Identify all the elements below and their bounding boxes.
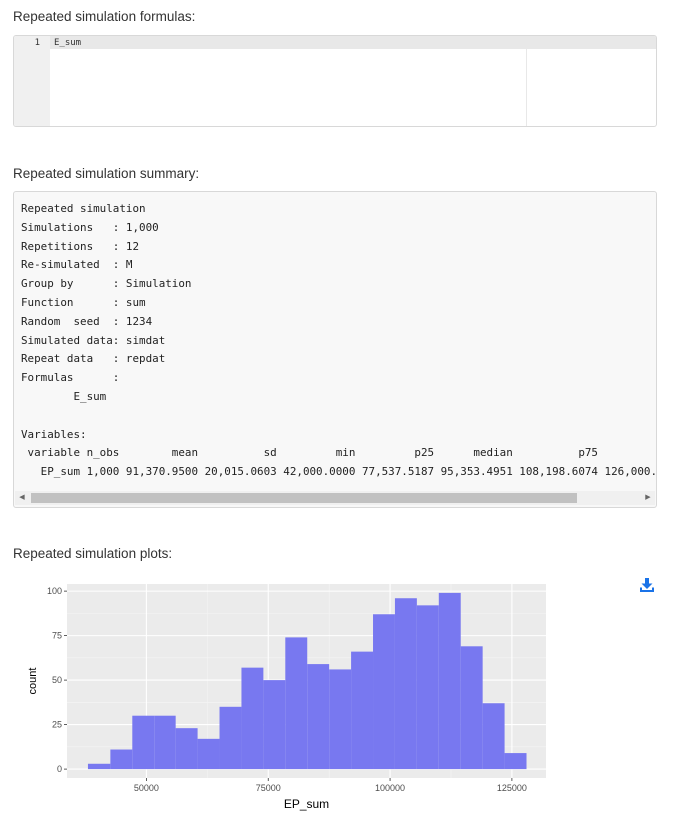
summary-text: Repeated simulation Simulations : 1,000 … [21,202,657,479]
histogram-bar [132,715,155,770]
histogram-bar [87,763,111,770]
histogram-bar [504,753,527,770]
histogram-bars [87,592,527,770]
axes: 0 25 50 75 100 50000 75000 100000 125000 [47,586,527,793]
editor-gutter: 1 [14,36,50,126]
histogram-bar [373,614,395,770]
histogram-bar [394,598,417,770]
line-number: 1 [34,38,40,48]
x-tick-label: 125000 [497,783,527,793]
summary-output: Repeated simulation Simulations : 1,000 … [13,191,657,508]
histogram-bar [307,664,330,770]
scroll-right-arrow-icon[interactable]: ▶ [645,494,651,501]
scrollbar-thumb[interactable] [31,493,577,503]
formula-code[interactable]: E_sum [54,38,82,48]
histogram-bar [110,749,133,770]
formulas-title: Repeated simulation formulas: [13,9,196,24]
histogram-bar [351,651,374,770]
histogram-bar [197,738,220,770]
y-tick-label: 25 [52,720,62,730]
summary-title: Repeated simulation summary: [13,166,200,181]
active-line-highlight [50,36,656,49]
download-plot-button[interactable] [638,576,656,594]
print-margin [526,36,527,126]
histogram-bar [438,592,461,770]
histogram-bar [329,669,352,770]
histogram-bar [175,728,198,770]
x-tick-label: 75000 [256,783,281,793]
download-icon [640,578,654,592]
histogram-bar [460,646,483,770]
histogram-bar [416,605,439,770]
y-tick-label: 75 [52,631,62,641]
y-tick-label: 100 [47,586,62,596]
y-axis-label: count [27,668,39,695]
y-tick-label: 50 [52,675,62,685]
formulas-editor[interactable]: 1 E_sum [13,35,657,127]
histogram-bar [154,715,176,770]
plots-title: Repeated simulation plots: [13,546,173,561]
histogram-bar [263,680,286,770]
x-tick-label: 50000 [134,783,159,793]
y-tick-label: 0 [57,764,62,774]
histogram-bar [482,703,505,770]
histogram-bar [241,667,264,770]
histogram-bar [285,637,308,770]
horizontal-scrollbar[interactable]: ◀ ▶ [15,491,655,505]
x-axis-label: EP_sum [284,797,329,811]
scroll-left-arrow-icon[interactable]: ◀ [19,494,25,501]
histogram-bar [219,706,242,770]
x-tick-label: 100000 [375,783,405,793]
